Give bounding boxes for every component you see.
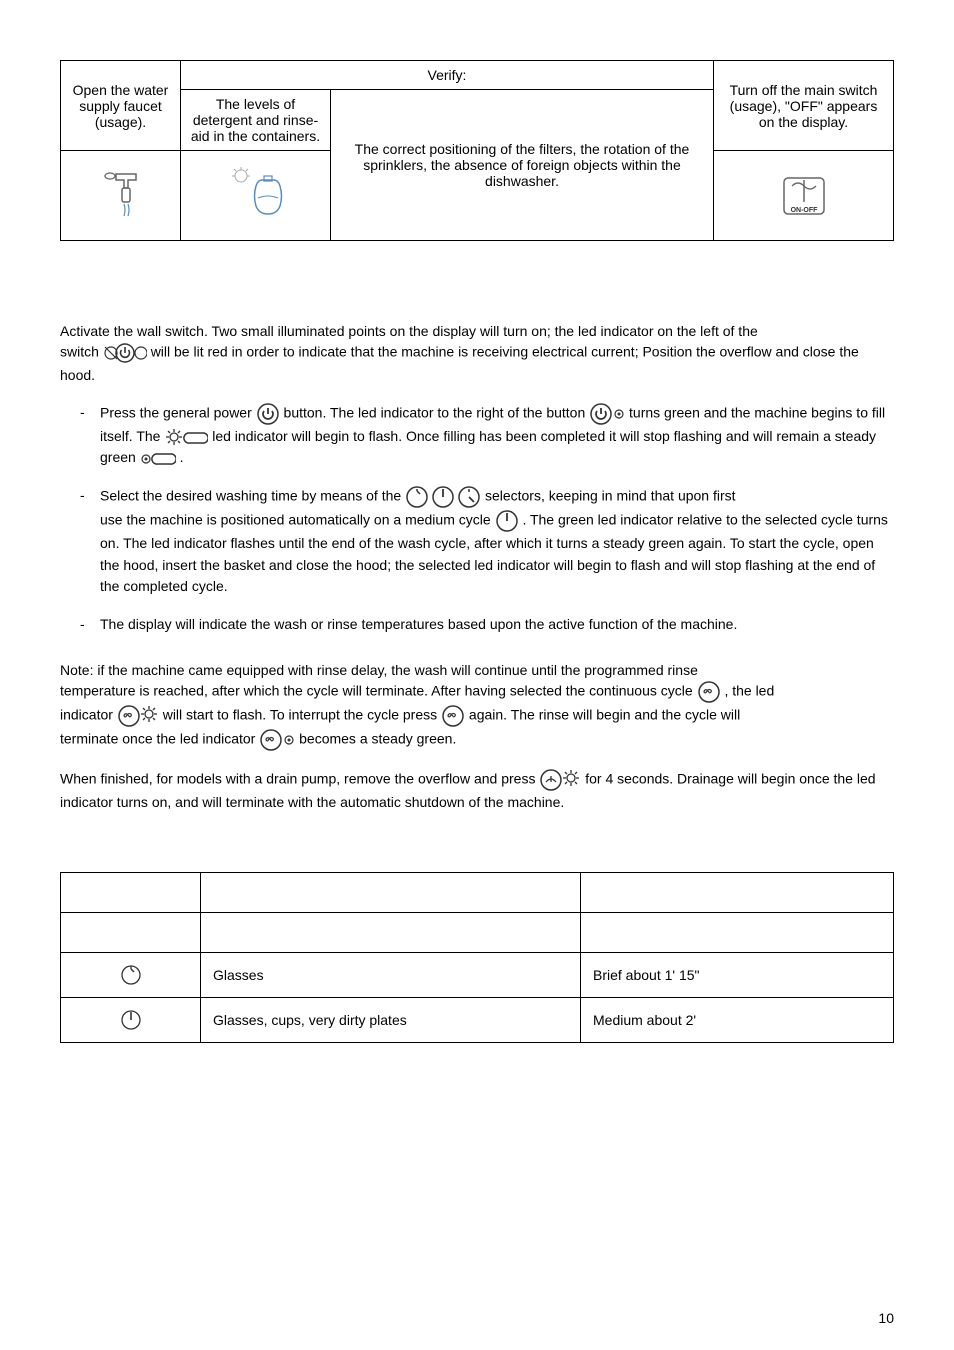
infinity-button-icon	[441, 704, 465, 728]
note-h: becomes a steady green.	[299, 731, 456, 747]
b1-text-d: led indicator will begin to flash. Once …	[100, 428, 876, 466]
activate-para: Activate the wall switch. Two small illu…	[60, 321, 894, 386]
bullet-2: - Select the desired washing time by mea…	[60, 485, 894, 598]
cycle-row-2: Glasses, cups, very dirty plates Medium …	[61, 998, 894, 1043]
bullet-2-body: Select the desired washing time by means…	[100, 485, 894, 598]
verify-header: Verify:	[181, 61, 714, 90]
cycle-time: Medium about 2'	[581, 998, 894, 1043]
onoff-image-cell	[714, 151, 894, 241]
cycles-table: Glasses Brief about 1' 15" Glasses, cups…	[60, 872, 894, 1043]
note-f: again. The rinse will begin and the cycl…	[469, 707, 740, 723]
note-d: indicator	[60, 707, 117, 723]
drain-sun-icon	[539, 768, 581, 792]
open-supply-cell: Open the water supply faucet (usage).	[61, 61, 181, 151]
cycle-icon-cell	[61, 998, 201, 1043]
empty-cell	[61, 913, 201, 953]
empty-cell	[201, 913, 581, 953]
b1-text-a: Press the general power	[100, 404, 256, 420]
bullet-dash: -	[60, 614, 100, 636]
bullet-dash: -	[60, 485, 100, 598]
bullet-3-body: The display will indicate the wash or ri…	[100, 614, 894, 636]
empty-cell	[581, 913, 894, 953]
empty-cell	[201, 873, 581, 913]
bullet-1-body: Press the general power button. The led …	[100, 402, 894, 469]
dot-cup-icon	[140, 449, 176, 469]
timer-short-icon	[119, 963, 143, 987]
b1-text-b: button. The led indicator to the right o…	[284, 404, 590, 420]
cycle-desc: Glasses, cups, very dirty plates	[201, 998, 581, 1043]
b2-text-a: Select the desired washing time by means…	[100, 488, 405, 504]
activate-text-b: switch	[60, 344, 103, 360]
note-c: , the led	[724, 683, 774, 699]
filters-cell: The correct positioning of the filters, …	[331, 90, 714, 241]
cycles-header-row-2	[61, 913, 894, 953]
cycle-icon-cell	[61, 953, 201, 998]
bottle-image-cell	[181, 151, 331, 241]
infinity-sun-icon	[117, 704, 159, 728]
bullet-dash: -	[60, 402, 100, 469]
note-e: will start to flash. To interrupt the cy…	[163, 707, 441, 723]
setup-table: Open the water supply faucet (usage). Ve…	[60, 60, 894, 241]
power-strip-icon	[103, 341, 147, 365]
b1-text-e: .	[180, 449, 184, 465]
activate-text-c: will be lit red in order to indicate tha…	[60, 344, 859, 383]
turn-off-cell: Turn off the main switch (usage), "OFF" …	[714, 61, 894, 151]
note-b: temperature is reached, after which the …	[60, 683, 697, 699]
empty-cell	[581, 873, 894, 913]
cycles-header-row-1	[61, 873, 894, 913]
cycle-row-1: Glasses Brief about 1' 15"	[61, 953, 894, 998]
b2-text-c: use the machine is positioned automatica…	[100, 512, 495, 528]
activate-text-a: Activate the wall switch. Two small illu…	[60, 323, 758, 339]
timer-medium-icon	[119, 1008, 143, 1032]
instruction-list: - Press the general power button. The le…	[60, 402, 894, 636]
note-g: terminate once the led indicator	[60, 731, 259, 747]
power-button-icon	[256, 402, 280, 426]
infinity-button-icon	[697, 680, 721, 704]
bullet-3: - The display will indicate the wash or …	[60, 614, 894, 636]
power-dot-right-icon	[589, 402, 625, 426]
page-number: 10	[878, 1310, 894, 1326]
three-timers-icon	[405, 485, 481, 509]
faucet-image-cell	[61, 151, 181, 241]
infinity-dot-icon	[259, 728, 295, 752]
bottle-icon	[221, 164, 291, 224]
cycle-desc: Glasses	[201, 953, 581, 998]
sun-cup-icon	[164, 427, 208, 447]
note-a: Note: if the machine came equipped with …	[60, 662, 698, 678]
cycle-time: Brief about 1' 15"	[581, 953, 894, 998]
empty-cell	[61, 873, 201, 913]
note-para: Note: if the machine came equipped with …	[60, 660, 894, 752]
levels-cell: The levels of detergent and rinse-aid in…	[181, 90, 331, 151]
drain-para: When finished, for models with a drain p…	[60, 768, 894, 812]
drain-a: When finished, for models with a drain p…	[60, 771, 539, 787]
bullet-1: - Press the general power button. The le…	[60, 402, 894, 469]
timer-medium-icon	[495, 509, 519, 533]
faucet-icon	[86, 164, 156, 224]
b2-text-b: selectors, keeping in mind that upon fir…	[485, 488, 736, 504]
onoff-switch-icon	[772, 166, 836, 222]
